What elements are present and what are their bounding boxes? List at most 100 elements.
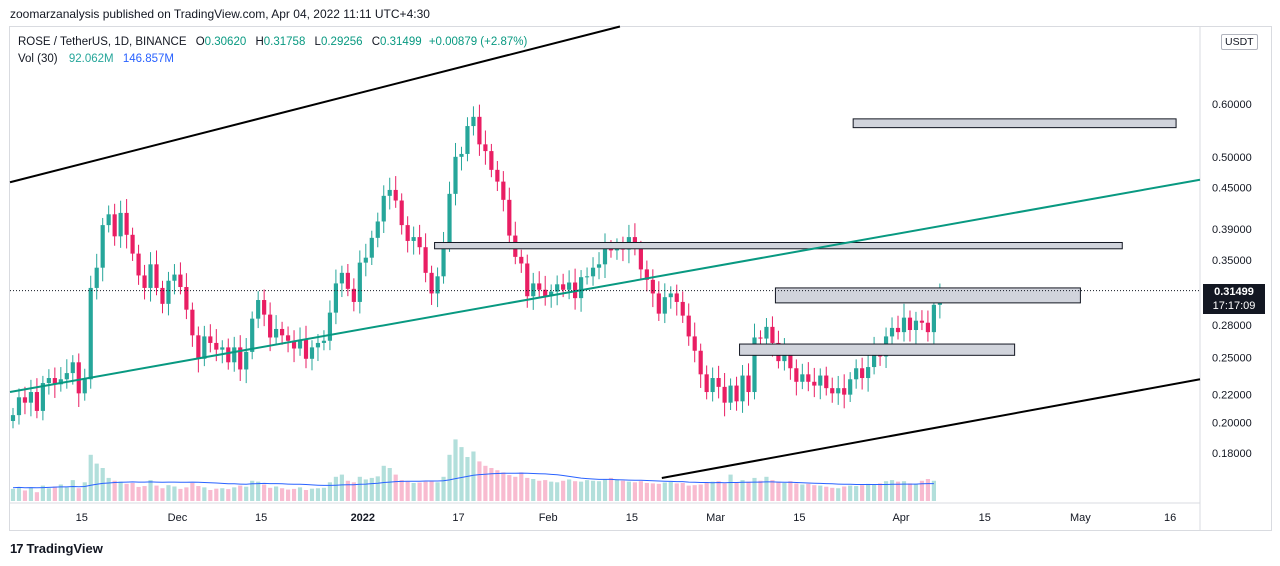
candle-body [686, 315, 691, 337]
candle-body [82, 379, 87, 394]
volume-bar [555, 482, 560, 501]
volume-bar [692, 485, 697, 501]
candle-body [16, 397, 22, 416]
price-tick-label: 0.25000 [1212, 353, 1252, 365]
candle-body [590, 267, 596, 277]
volume-bar [716, 481, 721, 501]
volume-bar [698, 484, 703, 501]
candle-body [166, 280, 171, 304]
price-tick-label: 0.20000 [1212, 417, 1252, 429]
price-tick-label: 0.18000 [1212, 448, 1252, 460]
trendline [9, 178, 1201, 394]
candle-body [435, 276, 440, 294]
candle-body [477, 116, 482, 145]
resistance-zone-box [774, 287, 1081, 304]
volume-bar [752, 477, 757, 501]
volume-bar [184, 487, 189, 501]
volume-bar [567, 479, 572, 501]
candle-body [148, 264, 153, 288]
volume-bar [543, 480, 548, 501]
volume-bar [274, 486, 279, 501]
volume-bar [429, 480, 434, 501]
candle-body [698, 350, 703, 375]
volume-bar [854, 486, 859, 501]
volume-bar [638, 481, 643, 501]
volume-bar [686, 485, 691, 501]
high-label: H [255, 36, 264, 48]
close-label: C [371, 36, 381, 48]
volume-bar [226, 489, 231, 501]
volume-bar [411, 482, 416, 501]
volume-bar [889, 480, 895, 501]
candle-body [507, 199, 512, 236]
candle-body [800, 374, 805, 382]
candle-body [100, 225, 105, 268]
price-tick-label: 0.45000 [1212, 182, 1252, 194]
candle-body [22, 397, 28, 403]
candle-body [399, 200, 404, 226]
volume-bar [489, 468, 494, 501]
volume-bar [483, 465, 488, 501]
time-tick-label: 15 [255, 512, 267, 524]
candle-body [441, 242, 446, 277]
volume-bar [561, 480, 566, 501]
volume-bar [16, 487, 22, 501]
price-tick-label: 0.60000 [1212, 99, 1252, 111]
candle-body [662, 297, 667, 314]
candle-body [596, 264, 602, 268]
candle-body [901, 317, 907, 333]
candle-body [459, 153, 464, 157]
candle-body [584, 276, 590, 278]
candle-body [722, 386, 727, 403]
channel-upper-line [9, 25, 621, 184]
volume-bar [327, 482, 333, 501]
volume-title: Vol (30) [18, 53, 58, 65]
candle-body [483, 144, 488, 152]
candle-body [393, 189, 398, 201]
symbol-legend: ROSE / TetherUS, 1D, BINANCE O0.30620 H0… [18, 36, 527, 48]
candle-body [704, 374, 709, 393]
volume-bar [375, 476, 380, 501]
volume-bar [118, 481, 123, 501]
candle-body [46, 378, 51, 384]
volume-bar [64, 487, 69, 501]
candle-body [88, 287, 93, 380]
candle-body [375, 221, 380, 238]
candle-body [369, 237, 374, 258]
tradingview-brand[interactable]: 17 TradingView [10, 541, 103, 556]
candle-body [758, 337, 763, 339]
candle-body [321, 340, 327, 343]
volume-bar [112, 480, 117, 501]
volume-bar [704, 482, 709, 501]
volume-bar [644, 482, 649, 501]
volume-bar [925, 479, 931, 501]
open-label: O [195, 36, 205, 48]
volume-bar [76, 488, 81, 501]
candle-body [357, 262, 362, 302]
resistance-zone-box [852, 118, 1177, 129]
volume-bar [806, 483, 811, 501]
currency-badge[interactable]: USDT [1221, 34, 1258, 50]
volume-bar [88, 454, 93, 501]
volume-legend: Vol (30) 92.062M 146.857M [18, 53, 174, 65]
volume-bar [614, 479, 620, 501]
candle-body [112, 214, 117, 237]
candle-body [848, 379, 853, 395]
volume-bar [52, 486, 57, 501]
candle-body [740, 375, 745, 402]
open-value: 0.30620 [204, 36, 247, 48]
volume-bar [519, 472, 524, 501]
volume-bar [507, 475, 512, 501]
volume-bar [345, 480, 350, 501]
candle-body [268, 314, 273, 338]
candle-body [812, 381, 817, 386]
candle-body [549, 291, 554, 297]
time-tick-label: May [1070, 512, 1091, 524]
candle-body [196, 335, 201, 359]
volume-bar [650, 483, 655, 501]
volume-bar [142, 486, 147, 501]
candle-body [160, 287, 165, 304]
volume-bar [70, 480, 75, 501]
candle-body [818, 375, 823, 386]
